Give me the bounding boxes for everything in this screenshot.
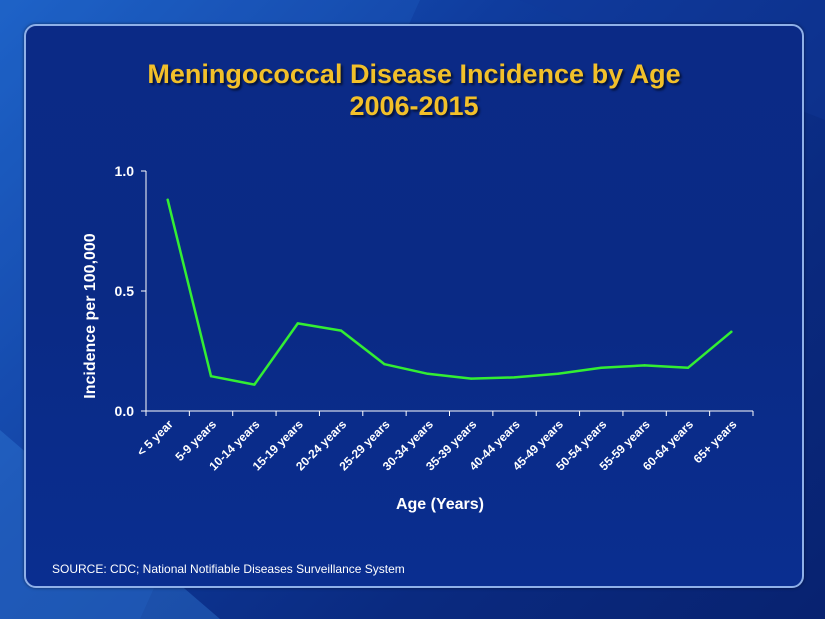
slide-panel: Meningococcal Disease Incidence by Age 2… <box>24 24 804 588</box>
data-point <box>383 363 386 366</box>
y-tick-label: 0.0 <box>115 403 135 419</box>
series-line <box>166 198 733 386</box>
chart-title-line-1: Meningococcal Disease Incidence by Age <box>147 59 681 89</box>
data-point <box>686 366 690 369</box>
x-tick-label: 65+ years <box>691 417 740 466</box>
y-axis-label: Incidence per 100,000 <box>82 233 99 399</box>
x-tick-label: < 5 year <box>134 417 176 459</box>
data-point <box>556 372 560 375</box>
data-point <box>513 376 516 379</box>
x-axis-label: Age (Years) <box>396 496 484 513</box>
data-point <box>166 198 169 201</box>
data-point <box>339 329 343 332</box>
data-point <box>643 364 646 367</box>
data-point <box>253 383 256 386</box>
data-point <box>730 330 733 333</box>
chart-title-line-2: 2006-2015 <box>349 91 479 121</box>
data-point <box>469 377 473 380</box>
source-note: SOURCE: CDC; National Notifiable Disease… <box>52 562 405 576</box>
chart-title: Meningococcal Disease Incidence by Age 2… <box>26 58 802 122</box>
data-point <box>600 366 603 369</box>
y-tick-label: 1.0 <box>115 163 135 179</box>
data-point <box>209 375 213 378</box>
y-tick-label: 0.5 <box>115 283 135 299</box>
data-point <box>426 372 430 375</box>
data-point <box>296 322 299 325</box>
